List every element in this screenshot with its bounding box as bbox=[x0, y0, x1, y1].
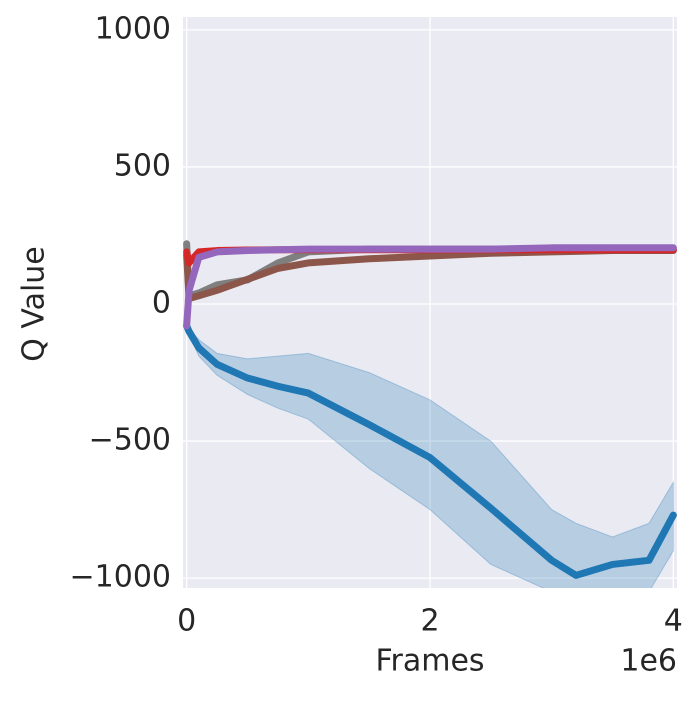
x-axis-label: Frames bbox=[375, 644, 484, 679]
y-tick-label: −1000 bbox=[70, 560, 171, 595]
y-tick-label: 1000 bbox=[95, 11, 171, 46]
y-tick-label: 500 bbox=[114, 148, 171, 183]
marks bbox=[183, 240, 677, 588]
labels: −1000 −500 0 500 1000 0 2 4 bbox=[70, 11, 683, 638]
y-tick-label: 0 bbox=[152, 286, 171, 321]
y-axis-label: Q Value bbox=[17, 246, 52, 362]
x-offset-label: 1e6 bbox=[620, 644, 677, 679]
x-tick-label: 4 bbox=[664, 604, 683, 639]
series-line bbox=[183, 244, 677, 330]
series-line bbox=[183, 322, 677, 579]
x-tick-label: 0 bbox=[177, 604, 196, 639]
x-tick-label: 2 bbox=[420, 604, 439, 639]
y-tick-label: −500 bbox=[89, 423, 171, 458]
